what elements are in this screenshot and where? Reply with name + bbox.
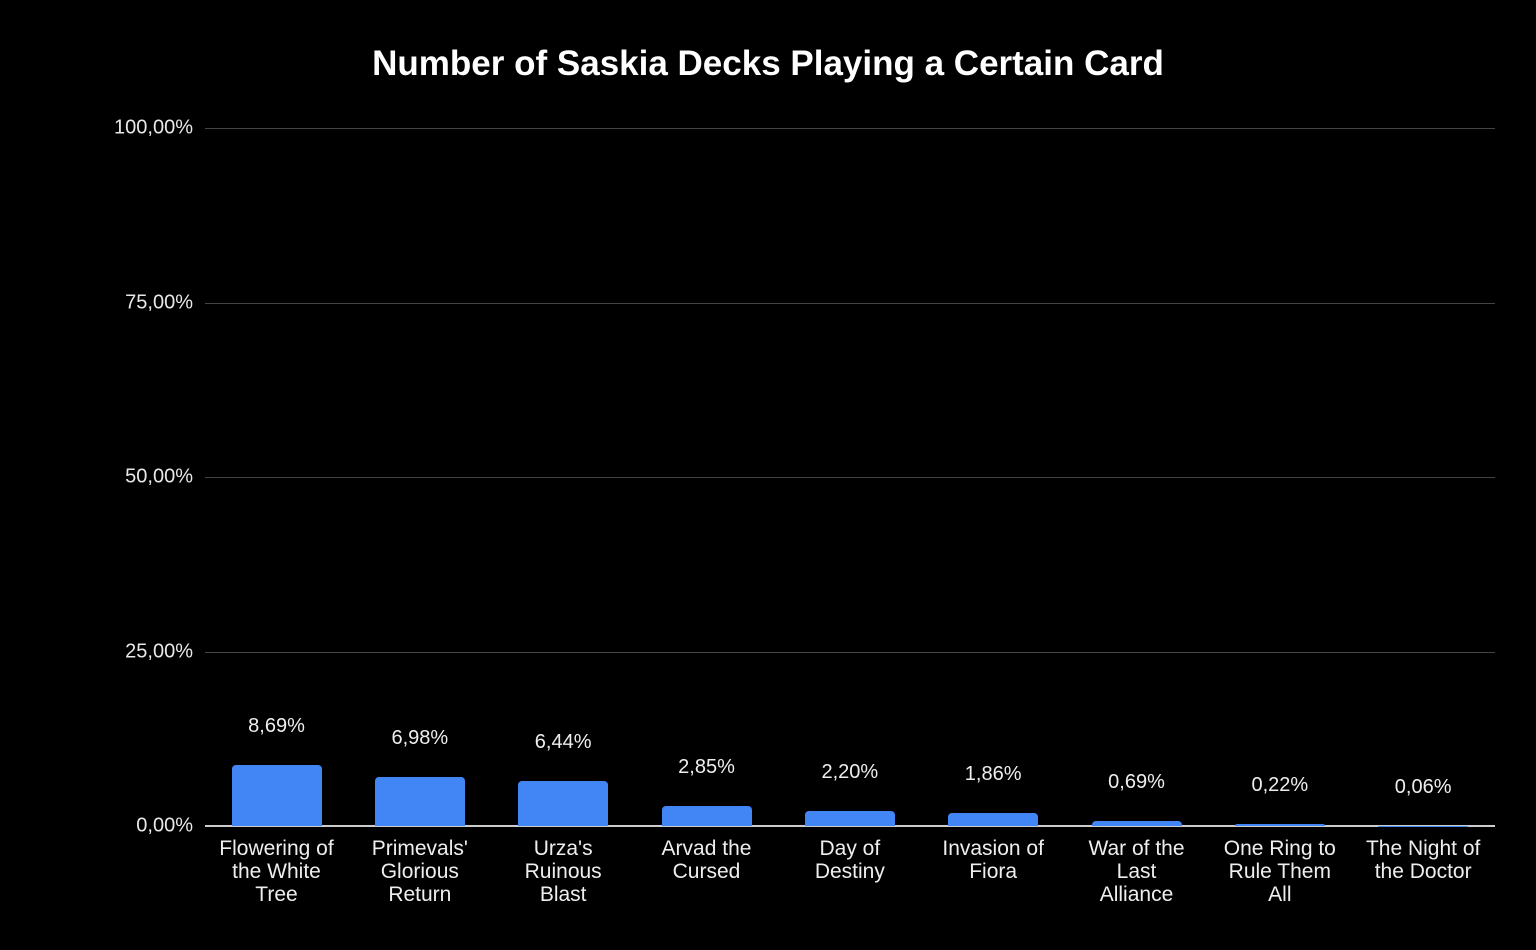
data-label: 6,98% xyxy=(391,727,449,750)
data-label: 1,86% xyxy=(964,763,1022,786)
bar[interactable] xyxy=(805,810,895,826)
x-axis-line xyxy=(205,825,1495,827)
data-label: 0,69% xyxy=(1108,771,1165,794)
bar[interactable] xyxy=(1091,821,1182,826)
bar[interactable] xyxy=(1235,824,1325,826)
gridline xyxy=(205,477,1495,478)
y-tick-label: 0,00% xyxy=(136,814,193,837)
data-label: 0,22% xyxy=(1251,774,1309,797)
chart-title: Number of Saskia Decks Playing a Certain… xyxy=(372,44,1164,83)
x-tick-label: Arvad the Cursed xyxy=(661,837,752,883)
x-tick-label: Day of Destiny xyxy=(814,837,885,883)
y-tick-label: 100,00% xyxy=(114,116,193,139)
data-label: 2,20% xyxy=(821,760,879,783)
x-tick-label: Invasion of Fiora xyxy=(942,837,1044,883)
bar[interactable] xyxy=(518,781,609,826)
data-label: 2,85% xyxy=(678,756,735,779)
gridline xyxy=(205,651,1495,653)
bar[interactable] xyxy=(661,806,752,826)
data-label: 6,44% xyxy=(534,731,592,754)
x-tick-label: Primevals' Glorious Return xyxy=(371,837,468,906)
bar[interactable] xyxy=(948,813,1039,826)
bar[interactable] xyxy=(1378,825,1469,826)
gridline xyxy=(205,302,1495,304)
data-label: 8,69% xyxy=(248,715,305,738)
x-tick-label: The Night of the Doctor xyxy=(1365,837,1481,883)
x-tick-label: War of the Last Alliance xyxy=(1088,837,1185,906)
x-tick-label: Flowering of the White Tree xyxy=(219,837,334,906)
y-tick-label: 50,00% xyxy=(125,465,193,488)
y-tick-label: 25,00% xyxy=(125,640,193,662)
y-tick-label: 75,00% xyxy=(125,291,193,313)
x-tick-label: One Ring to Rule Them All xyxy=(1223,837,1336,906)
bar[interactable] xyxy=(231,765,322,826)
plot-area: 8,69% 6,98% 6,44% 2,85% 2,20% 1,86% 0,69% 0,22%… xyxy=(205,128,1495,827)
data-label: 0,06% xyxy=(1394,775,1452,798)
x-tick-label: Urza's Ruinous Blast xyxy=(524,837,602,906)
bar[interactable] xyxy=(375,777,465,826)
gridline xyxy=(205,128,1495,129)
